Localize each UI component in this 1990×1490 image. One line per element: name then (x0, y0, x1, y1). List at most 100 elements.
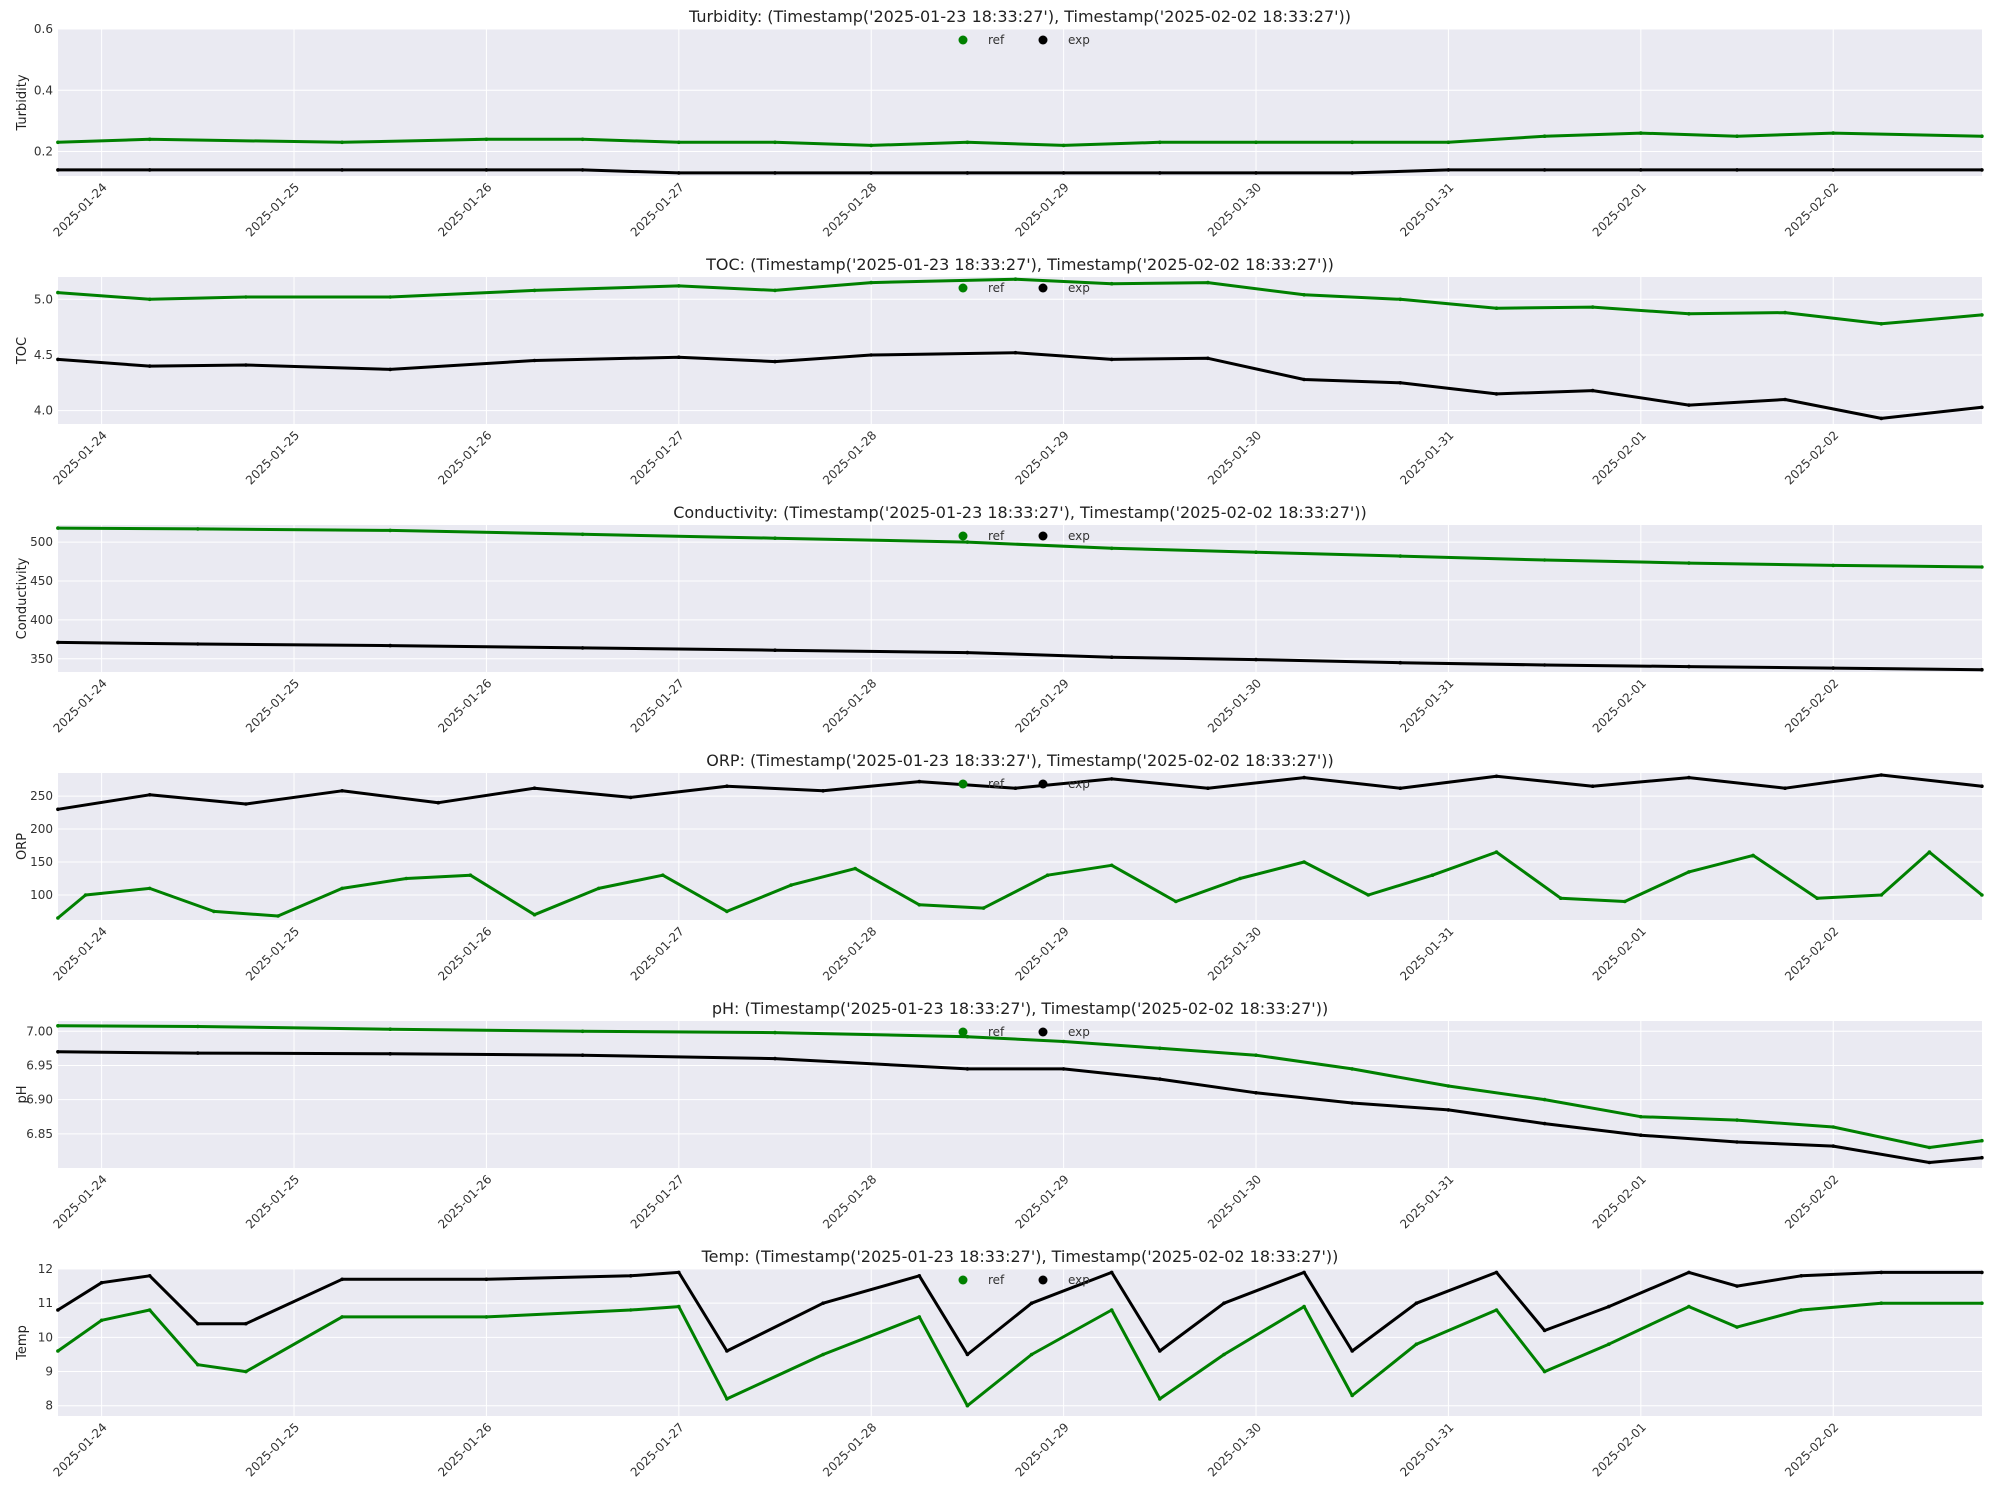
series-ref-point (147, 886, 152, 891)
legend-marker-ref (958, 779, 968, 789)
series-ref-point (1174, 899, 1178, 904)
series-ref-point (1879, 322, 1884, 326)
series-exp-point (388, 643, 393, 648)
series-exp-point (1350, 1101, 1354, 1105)
series-ref-point (1542, 1369, 1547, 1374)
series-exp-point (56, 357, 60, 362)
series-ref-point (1542, 1097, 1547, 1102)
series-ref-point (1980, 893, 1984, 897)
series-ref-point (661, 873, 665, 877)
legend-marker-exp (1038, 35, 1048, 45)
series-ref-point (580, 532, 585, 537)
series-exp-point (1302, 775, 1306, 780)
y-tick-label: 7.00 (26, 1024, 53, 1038)
y-tick-label: 250 (30, 789, 53, 803)
series-exp-point (773, 1056, 777, 1061)
series-exp-point (1254, 171, 1258, 175)
series-ref-point (1045, 873, 1050, 877)
series-exp-point (1542, 1328, 1547, 1333)
x-tick-label: 2025-01-25 (243, 676, 302, 735)
series-ref-point (388, 528, 393, 533)
y-axis-label: pH (15, 1085, 30, 1103)
series-exp-point (196, 642, 200, 646)
series-ref-point (1735, 1325, 1739, 1329)
subplot-title: Temp: (Timestamp('2025-01-23 18:33:27'),… (701, 1247, 1339, 1266)
series-ref-point (1927, 1145, 1932, 1150)
series-ref-point (1061, 1039, 1066, 1044)
series-ref-point (1158, 1046, 1162, 1051)
series-exp-point (1590, 388, 1595, 393)
series-exp-point (1494, 774, 1499, 779)
series-ref-point (1446, 1084, 1451, 1088)
y-tick-label: 11 (38, 1296, 53, 1310)
subplot-title: Conductivity: (Timestamp('2025-01-23 18:… (673, 503, 1367, 522)
legend-label-exp: exp (1068, 1273, 1090, 1287)
series-ref-point (1558, 896, 1563, 900)
series-exp-point (244, 1321, 248, 1326)
series-ref-point (1687, 312, 1691, 316)
x-tick-label: 2025-01-30 (1205, 924, 1264, 983)
series-exp-point (1980, 1270, 1984, 1275)
series-ref-point (56, 1024, 60, 1028)
legend-label-ref: ref (988, 33, 1005, 47)
series-exp-point (677, 355, 681, 360)
x-tick-label: 2025-01-29 (1013, 428, 1072, 487)
series-ref-point (869, 143, 873, 148)
series-ref-point (1980, 1301, 1984, 1305)
legend-marker-ref (958, 531, 968, 541)
y-axis-label: ORP (15, 833, 30, 860)
legend-label-ref: ref (988, 529, 1005, 543)
y-tick-label: 10 (38, 1330, 53, 1344)
x-tick-label: 2025-01-27 (628, 1172, 687, 1231)
legend-marker-exp (1038, 779, 1048, 789)
series-ref-point (1751, 853, 1755, 858)
series-ref-point (1783, 310, 1787, 315)
x-tick-label: 2025-02-01 (1590, 428, 1649, 487)
x-tick-label: 2025-01-31 (1397, 1172, 1456, 1231)
series-exp-point (869, 171, 873, 175)
y-tick-label: 100 (30, 888, 53, 902)
x-tick-label: 2025-01-28 (820, 676, 879, 735)
legend-marker-exp (1038, 283, 1048, 293)
series-exp-point (1607, 1304, 1611, 1309)
series-ref-point (244, 1369, 248, 1374)
x-tick-label: 2025-01-25 (243, 924, 302, 983)
series-exp-point (244, 363, 248, 367)
series-ref-point (1061, 143, 1066, 148)
x-tick-label: 2025-01-27 (628, 1420, 687, 1479)
series-ref-point (853, 866, 857, 871)
plot-area (58, 29, 1982, 176)
series-ref-point (404, 876, 409, 881)
y-tick-label: 6.95 (26, 1058, 53, 1072)
series-exp-point (1398, 381, 1403, 385)
series-exp-point (244, 802, 248, 806)
series-ref-point (1735, 1118, 1739, 1122)
legend: ref exp (958, 33, 1090, 47)
series-exp-point (1980, 667, 1984, 672)
series-exp-point (484, 168, 489, 172)
y-axis-label: Temp (15, 1325, 30, 1361)
series-exp-point (147, 168, 152, 172)
series-exp-point (773, 648, 777, 652)
x-tick-label: 2025-02-02 (1782, 1420, 1841, 1479)
y-tick-label: 6.90 (26, 1093, 53, 1107)
series-exp-point (1542, 663, 1547, 667)
series-ref-point (773, 288, 777, 293)
series-ref-point (1980, 134, 1984, 138)
series-exp-point (340, 168, 344, 172)
series-exp-point (1494, 392, 1499, 396)
series-exp-point (580, 646, 585, 650)
series-exp-point (725, 1349, 729, 1353)
y-tick-label: 400 (30, 613, 53, 627)
series-exp-point (773, 171, 777, 175)
series-ref-point (147, 297, 152, 302)
series-ref-point (1799, 1308, 1803, 1312)
series-ref-point (1013, 277, 1018, 282)
series-ref-line (57, 1301, 1982, 1408)
series-ref-point (677, 140, 681, 145)
series-ref-point (1398, 297, 1403, 302)
series-ref-point (981, 906, 986, 910)
plot-area (58, 525, 1982, 672)
legend-marker-ref (958, 35, 968, 45)
series-exp-point (56, 807, 60, 812)
